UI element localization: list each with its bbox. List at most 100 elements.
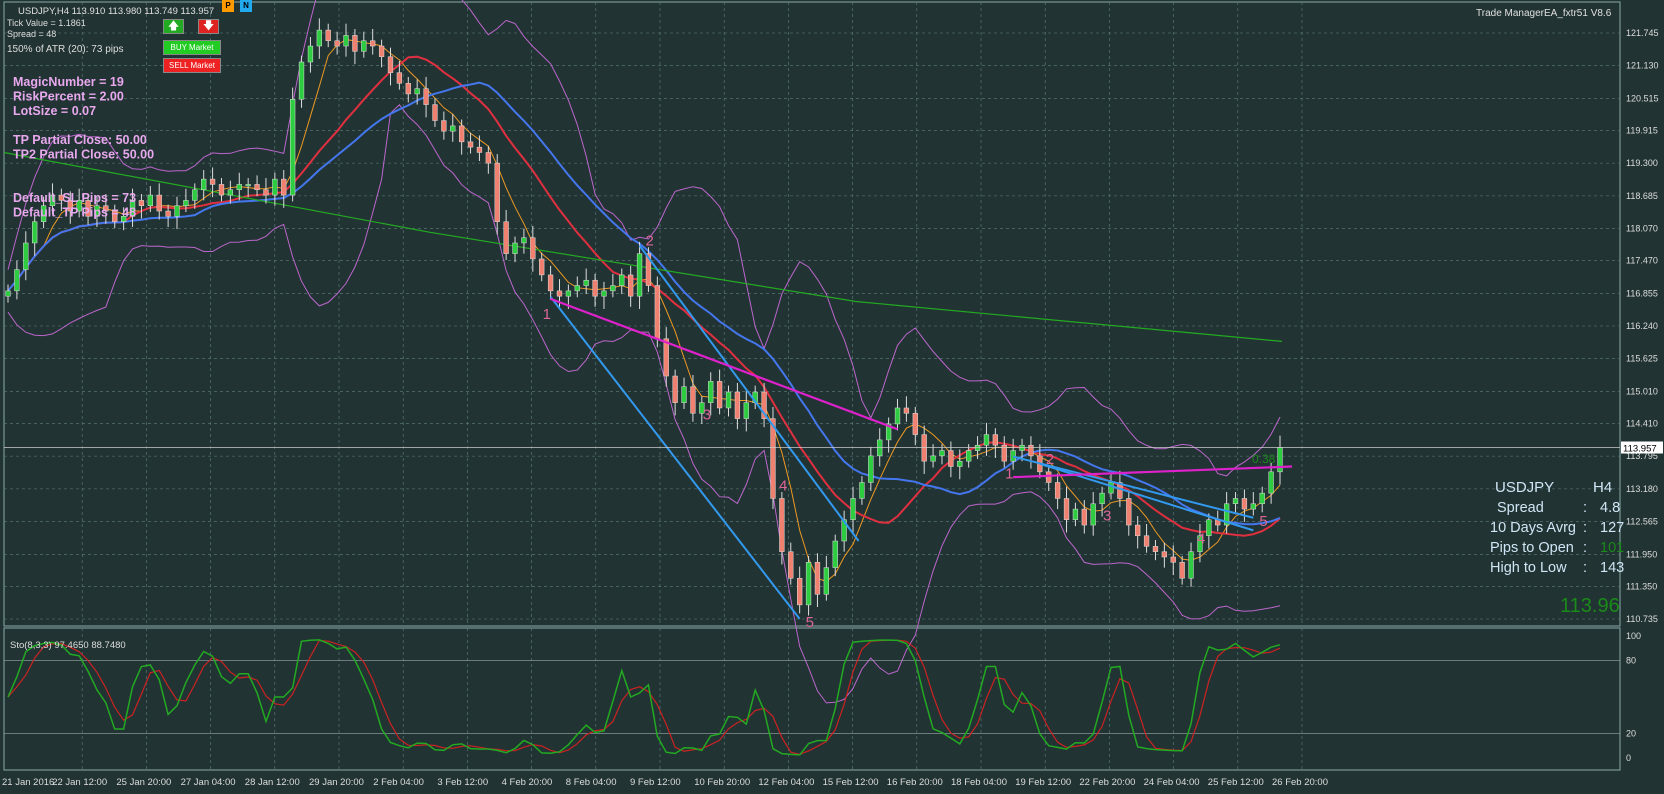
bull-candle: [832, 540, 838, 568]
bull-candle: [699, 402, 705, 414]
bull-candle: [885, 423, 892, 441]
x-tick-label: 10 Feb 20:00: [694, 777, 750, 788]
spread-info: Spread = 48: [7, 29, 56, 39]
bear-candle: [1046, 471, 1052, 483]
x-tick-label: 16 Feb 20:00: [887, 777, 943, 788]
x-tick-label: 22 Feb 20:00: [1079, 777, 1135, 788]
bear-candle: [716, 381, 723, 409]
y-tick-label: 115.010: [1626, 386, 1658, 396]
ea-param-line: RiskPercent = 2.00: [13, 90, 124, 104]
bull-candle: [129, 200, 136, 217]
bull-candle: [725, 391, 732, 409]
bull-candle: [859, 482, 865, 499]
sell-arrow-button[interactable]: 🡇: [198, 19, 219, 34]
bull-candle: [32, 221, 38, 244]
bear-candle: [325, 29, 331, 41]
buy-arrow-button[interactable]: 🡅: [163, 19, 184, 34]
bull-candle: [361, 40, 367, 52]
bear-candle: [1081, 508, 1087, 526]
chart-texts: USDJPY,H4 113.910 113.980 113.749 113.95…: [7, 6, 1624, 651]
x-tick-label: 29 Jan 20:00: [309, 777, 364, 788]
bull-candle: [316, 29, 322, 47]
panel-row-sep: :: [1583, 500, 1587, 516]
x-tick-label: 3 Feb 12:00: [437, 777, 488, 788]
grid: [3, 1, 1621, 771]
bull-candle: [521, 237, 527, 244]
sell-market-button[interactable]: SELL Market: [163, 58, 221, 73]
bear-candle: [770, 418, 776, 499]
bear-candle: [485, 152, 491, 164]
buy-market-button[interactable]: BUY Market: [163, 40, 221, 55]
y-tick-label: 116.240: [1626, 321, 1658, 331]
ratio-label: 0.38: [1252, 452, 1276, 466]
bull-candle: [245, 184, 251, 187]
bear-candle: [218, 184, 225, 196]
bear-candle: [1028, 444, 1034, 457]
panel-timeframe: H4: [1593, 479, 1612, 496]
stoch-scale-label: 0: [1626, 753, 1631, 763]
bear-candle: [547, 274, 554, 292]
bear-candle: [281, 178, 287, 196]
p-button[interactable]: P: [222, 0, 234, 12]
panel-row-label: High to Low: [1490, 560, 1567, 576]
bull-candle: [120, 216, 127, 222]
current-price-box: [1621, 441, 1663, 454]
x-tick-label: 4 Feb 20:00: [502, 777, 553, 788]
y-tick-label: 119.915: [1626, 125, 1658, 135]
bear-candle: [797, 578, 803, 606]
x-tick-label: 8 Feb 04:00: [566, 777, 617, 788]
x-tick-label: 15 Feb 12:00: [823, 777, 879, 788]
bull-candle: [1223, 503, 1230, 526]
bear-candle: [1063, 498, 1070, 520]
axes: 121.745 121.130 120.515 119.915 119.300 118.6…: [2, 28, 1663, 788]
current-price-text: 113.957: [1623, 444, 1657, 455]
y-tick-label: 115.625: [1626, 354, 1658, 364]
bear-candle: [503, 221, 509, 254]
panel-row-label: Pips to Open: [1490, 540, 1574, 556]
bear-candle: [1143, 535, 1150, 547]
bear-candle: [67, 200, 73, 212]
y-tick-label: 111.350: [1626, 581, 1657, 591]
symbol-header: USDJPY,H4 113.910 113.980 113.749 113.95…: [18, 6, 214, 17]
wave-label: 3: [1103, 507, 1111, 524]
x-tick-label: 24 Feb 04:00: [1144, 777, 1200, 788]
x-tick-label: 27 Jan 04:00: [181, 777, 236, 788]
panel-row-value: 127: [1600, 520, 1624, 536]
y-tick-label: 113.180: [1626, 484, 1658, 494]
bear-candle: [103, 205, 109, 212]
bear-candle: [1152, 546, 1159, 552]
bear-candle: [387, 56, 394, 73]
bear-candle: [352, 35, 358, 52]
bear-candle: [1135, 524, 1141, 536]
y-tick-label: 116.855: [1626, 288, 1658, 298]
bull-candle: [574, 285, 580, 292]
bull-candle: [183, 200, 189, 206]
ea-param-line: LotSize = 0.07: [13, 104, 96, 118]
bear-candle: [370, 40, 376, 47]
bear-candle: [814, 562, 821, 595]
panel-row-label: Spread: [1497, 500, 1544, 516]
panel-row-value: 4.8: [1600, 500, 1620, 516]
x-tick-label: 28 Jan 12:00: [245, 777, 300, 788]
bear-candle: [441, 120, 447, 132]
y-tick-label: 114.410: [1626, 418, 1658, 428]
bull-candle: [236, 184, 242, 190]
y-tick-label: 112.565: [1626, 517, 1658, 527]
panel-symbol: USDJPY: [1495, 479, 1554, 496]
wave-label: 1: [1005, 466, 1013, 483]
bull-candle: [939, 450, 945, 457]
bear-candle: [263, 189, 269, 196]
n-button[interactable]: N: [240, 0, 252, 12]
bull-candle: [201, 178, 207, 190]
atr-info: 150% of ATR (20): 73 pips: [7, 44, 124, 55]
channel1-upper: [638, 245, 860, 542]
bull-candle: [894, 407, 901, 425]
x-tick-label: 21 Jan 2016: [2, 777, 54, 788]
x-tick-label: 25 Jan 20:00: [116, 777, 171, 788]
stoch-pane-border: [3, 627, 1621, 771]
ea-param-line: Default_SL Pips = 73: [13, 191, 136, 205]
bull-candle: [823, 567, 829, 595]
bear-candle: [1001, 444, 1007, 462]
y-tick-label: 121.745: [1626, 28, 1659, 38]
